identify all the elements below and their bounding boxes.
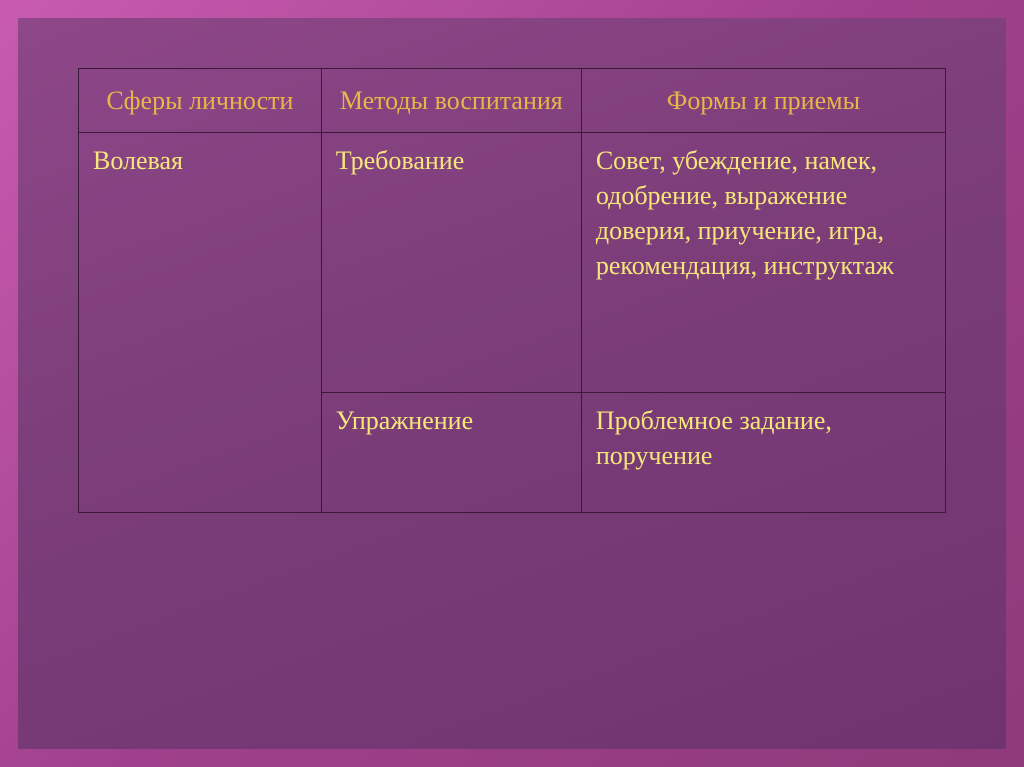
cell-method-1: Требование — [321, 133, 581, 393]
cell-forms-2: Проблемное задание, поручение — [581, 393, 945, 513]
table-row: Волевая Требование Совет, убеждение, нам… — [79, 133, 946, 393]
header-forms: Формы и приемы — [581, 69, 945, 133]
cell-method-2: Упражнение — [321, 393, 581, 513]
header-spheres: Сферы личности — [79, 69, 322, 133]
cell-sphere: Волевая — [79, 133, 322, 513]
slide-container: Сферы личности Методы воспитания Формы и… — [18, 18, 1006, 749]
header-methods: Методы воспитания — [321, 69, 581, 133]
content-table: Сферы личности Методы воспитания Формы и… — [78, 68, 946, 513]
header-row: Сферы личности Методы воспитания Формы и… — [79, 69, 946, 133]
cell-forms-1: Совет, убеждение, намек, одобрение, выра… — [581, 133, 945, 393]
